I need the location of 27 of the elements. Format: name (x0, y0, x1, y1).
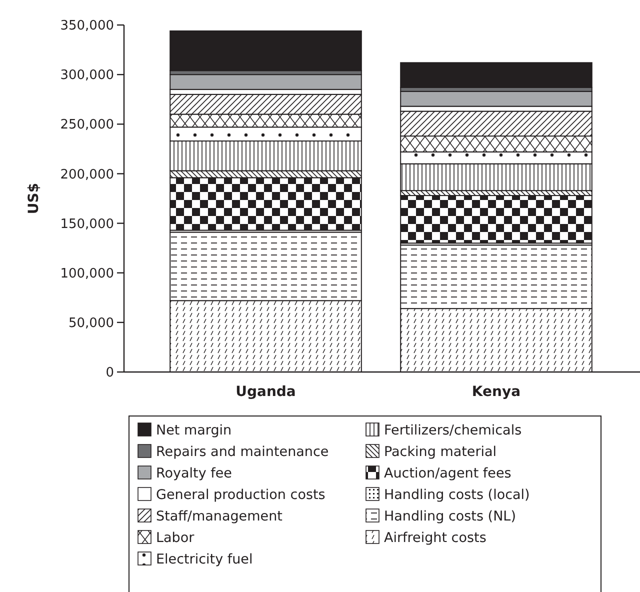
y-tick-label: 300,000 (60, 68, 114, 84)
y-tick-label: 0 (106, 366, 114, 381)
legend-label: Packing material (384, 444, 497, 460)
legend-label: Handling costs (NL) (384, 508, 516, 525)
legend-label: Net margin (156, 422, 232, 439)
bar (400, 195, 592, 244)
y-axis-title: US$ (26, 182, 42, 214)
legend-label: General production costs (156, 487, 326, 504)
legend-label: Airfreight costs (384, 530, 486, 546)
y-tick-label: 250,000 (60, 118, 114, 133)
legend-label: Handling costs (local) (384, 487, 530, 504)
y-tick-label: 350,000 (60, 18, 114, 34)
y-tick-label: 100,000 (60, 266, 114, 282)
bar (400, 62, 592, 88)
legend-label: Labor (156, 530, 195, 546)
legend-label: Royalty fee (156, 466, 232, 482)
y-tick-label: 200,000 (60, 167, 114, 182)
legend-label: Staff/management (156, 508, 282, 525)
legend-label: Fertilizers/chemicals (384, 422, 522, 439)
y-tick-label: 150,000 (60, 216, 114, 232)
legend-label: Repairs and maintenance (156, 444, 329, 460)
x-tick-label: Kenya (472, 384, 521, 400)
y-tick-label: 50,000 (68, 316, 114, 331)
bar (170, 30, 362, 72)
legend-label: Auction/agent fees (384, 466, 512, 482)
x-tick-label: Uganda (236, 384, 296, 400)
legend-label: Electricity fuel (156, 552, 253, 568)
